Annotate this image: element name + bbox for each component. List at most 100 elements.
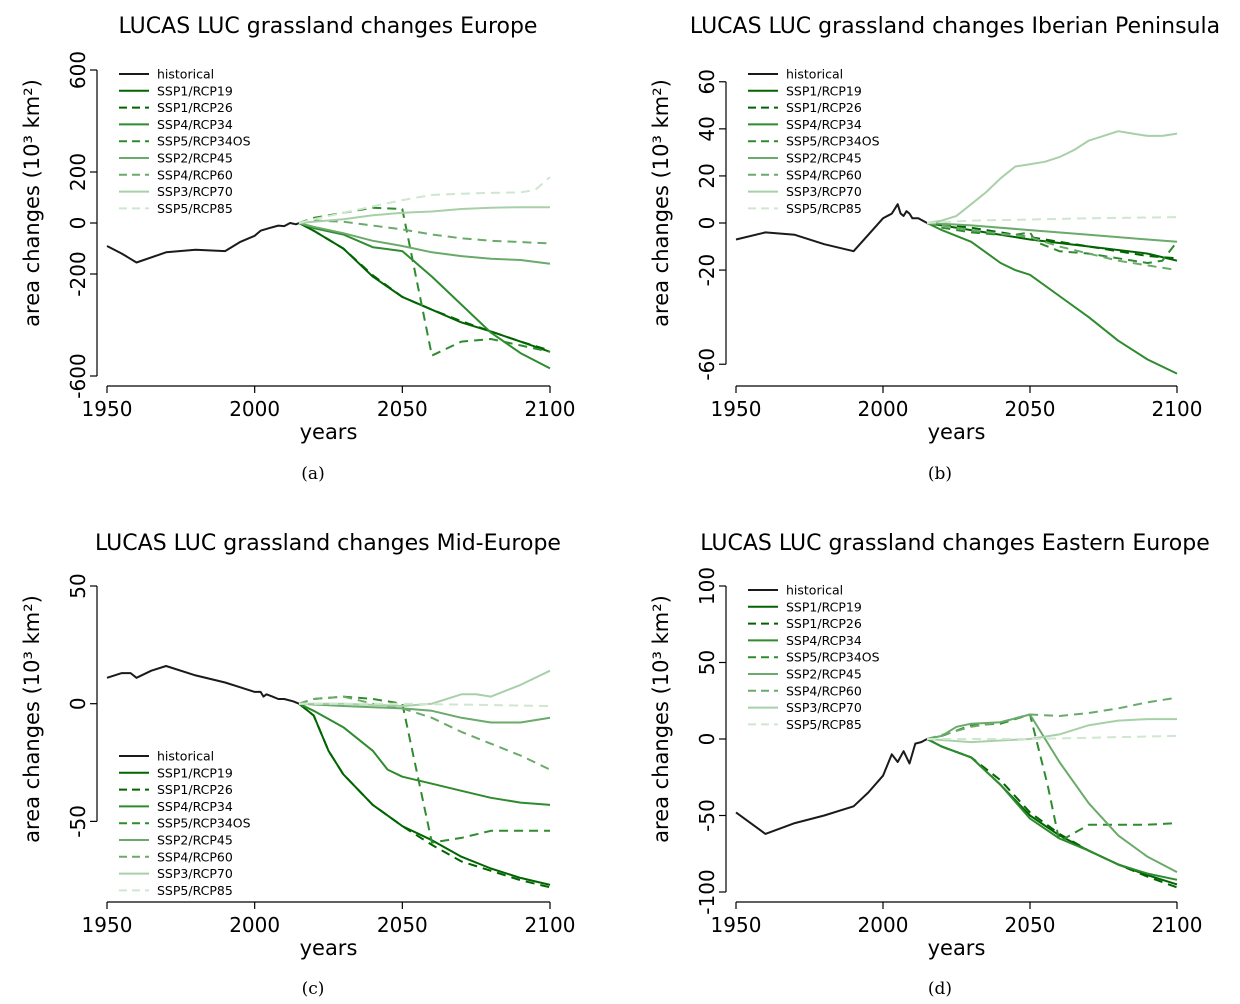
panel-caption: (c)	[302, 979, 325, 999]
series-line-ssp5-rcp34os	[298, 695, 550, 844]
legend-entry: SSP5/RCP34OS	[157, 134, 251, 149]
legend-entry: SSP5/RCP85	[786, 717, 862, 732]
series-line-ssp2-rcp45	[298, 702, 551, 724]
y-tick-label: 20	[695, 163, 719, 188]
series-line-ssp4-rcp34	[926, 738, 1178, 881]
legend-entry: SSP1/RCP19	[786, 83, 862, 98]
series-line-ssp5-rcp34os	[926, 222, 1178, 264]
y-tick-label: 60	[695, 69, 719, 94]
y-tick-label: 100	[695, 567, 719, 605]
y-tick-label: 50	[66, 573, 90, 598]
x-axis-label: years	[928, 936, 986, 960]
legend-entry: SSP4/RCP34	[786, 633, 862, 648]
legend-entry: SSP5/RCP34OS	[786, 650, 880, 665]
legend-entry: SSP2/RCP45	[786, 667, 862, 682]
y-tick-label: 600	[66, 51, 90, 89]
legend-entry: SSP1/RCP19	[157, 765, 233, 780]
legend-entry: SSP5/RCP85	[786, 201, 862, 216]
x-tick-label: 2050	[377, 397, 428, 421]
y-tick-label: 0	[66, 697, 90, 710]
legend-entry: SSP4/RCP60	[157, 849, 233, 864]
y-tick-label: -50	[695, 799, 719, 832]
legend-entry: historical	[157, 67, 214, 82]
series-line-ssp5-rcp34os	[926, 713, 1178, 843]
panel-caption: (b)	[928, 464, 952, 484]
series-line-ssp4-rcp60	[298, 695, 551, 771]
y-tick-label: -60	[695, 348, 719, 381]
series-line-ssp4-rcp60	[926, 222, 1178, 272]
series-line-ssp4-rcp60	[926, 696, 1178, 740]
legend-entry: SSP2/RCP45	[786, 151, 862, 166]
x-tick-label: 2100	[525, 913, 576, 937]
y-tick-label: 0	[695, 217, 719, 230]
chart-title: LUCAS LUC grassland changes Mid-Europe	[95, 531, 561, 556]
series-line-ssp5-rcp34os	[298, 206, 551, 357]
series-line-ssp1-rcp26	[298, 222, 551, 352]
legend-entry: historical	[786, 583, 843, 598]
legend-entry: SSP4/RCP34	[157, 117, 233, 132]
y-tick-label: 0	[695, 733, 719, 746]
x-tick-label: 2000	[858, 913, 909, 937]
legend-entry: SSP4/RCP34	[786, 117, 862, 132]
series-line-ssp2-rcp45	[298, 222, 551, 265]
legend-entry: SSP5/RCP85	[157, 201, 233, 216]
x-tick-label: 2050	[1005, 913, 1056, 937]
x-tick-label: 1950	[711, 913, 762, 937]
chart-title: LUCAS LUC grassland changes Europe	[119, 14, 538, 39]
y-axis-label: area changes (10³ km²)	[649, 79, 673, 327]
series-line-ssp3-rcp70	[926, 130, 1178, 224]
y-axis-label: area changes (10³ km²)	[20, 79, 44, 327]
y-tick-label: 40	[695, 116, 719, 141]
y-tick-label: 200	[66, 153, 90, 191]
x-axis-label: years	[300, 420, 358, 444]
x-tick-label: 2000	[858, 397, 909, 421]
chart-title: LUCAS LUC grassland changes Eastern Euro…	[700, 531, 1210, 556]
series-line-ssp1-rcp26	[926, 738, 1178, 889]
series-line-ssp4-rcp34	[926, 222, 1178, 375]
series-line-historical	[106, 222, 300, 264]
legend-entry: SSP1/RCP19	[786, 599, 862, 614]
x-tick-label: 2100	[1152, 397, 1203, 421]
y-tick-label: -100	[695, 869, 719, 914]
legend-entry: SSP3/RCP70	[157, 184, 233, 199]
series-line-ssp3-rcp70	[927, 718, 1177, 744]
x-tick-label: 2050	[377, 913, 428, 937]
y-tick-label: -20	[695, 254, 719, 287]
series-line-ssp2-rcp45	[927, 222, 1178, 243]
panel-eastern-europe: LUCAS LUC grassland changes Eastern Euro…	[649, 531, 1210, 999]
x-tick-label: 1950	[711, 397, 762, 421]
y-tick-label: 0	[66, 217, 90, 230]
y-tick-label: -600	[66, 353, 90, 398]
series-line-ssp1-rcp26	[298, 702, 551, 889]
legend-entry: SSP5/RCP34OS	[157, 816, 251, 831]
legend-entry: SSP5/RCP34OS	[786, 134, 880, 149]
legend-entry: SSP3/RCP70	[786, 184, 862, 199]
legend-entry: SSP2/RCP45	[157, 833, 233, 848]
chart-title: LUCAS LUC grassland changes Iberian Peni…	[690, 14, 1220, 39]
series-line-ssp1-rcp19	[298, 702, 551, 886]
legend-entry: SSP3/RCP70	[786, 700, 862, 715]
panel-iberian-peninsula: LUCAS LUC grassland changes Iberian Peni…	[649, 14, 1220, 484]
series-line-historical	[735, 203, 928, 253]
series-line-historical	[735, 738, 928, 835]
series-line-ssp3-rcp70	[299, 669, 551, 707]
panel-caption: (d)	[928, 979, 952, 999]
y-axis-label: area changes (10³ km²)	[20, 595, 44, 843]
y-tick-label: -200	[66, 251, 90, 296]
x-tick-label: 2100	[525, 397, 576, 421]
legend-entry: SSP4/RCP60	[157, 167, 233, 182]
series-line-ssp3-rcp70	[298, 206, 550, 224]
legend-entry: SSP5/RCP85	[157, 883, 233, 898]
x-tick-label: 2000	[229, 913, 280, 937]
legend-entry: SSP4/RCP34	[157, 799, 233, 814]
panel-europe: LUCAS LUC grassland changes Europe 1950 20…	[20, 14, 575, 484]
series-line-ssp1-rcp19	[926, 738, 1178, 886]
x-tick-label: 2050	[1005, 397, 1056, 421]
panel-mid-europe: LUCAS LUC grassland changes Mid-Europe 19…	[20, 531, 575, 999]
legend-entry: historical	[786, 67, 843, 82]
legend-entry: SSP3/RCP70	[157, 866, 233, 881]
y-tick-label: 50	[695, 650, 719, 675]
legend-entry: SSP4/RCP60	[786, 683, 862, 698]
x-tick-label: 2000	[229, 397, 280, 421]
legend-entry: SSP1/RCP26	[157, 100, 233, 115]
